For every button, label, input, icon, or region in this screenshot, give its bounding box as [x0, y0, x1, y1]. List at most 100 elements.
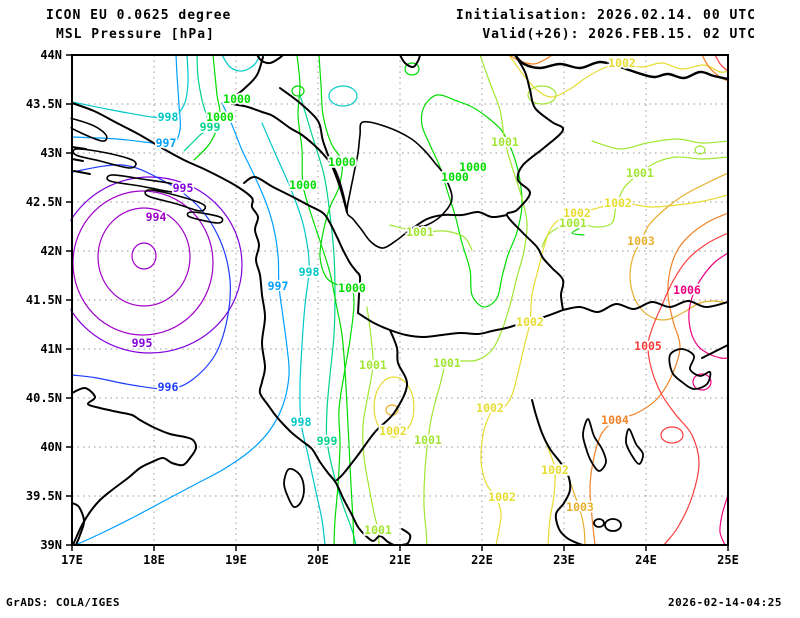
isobar-1001 [362, 306, 380, 546]
isobar-1004 [589, 212, 729, 546]
grads-credit: GrADS: COLA/IGES [6, 596, 120, 609]
isobar-998 [261, 122, 326, 546]
isobar-group-998 [71, 54, 358, 546]
isobar-label-1000: 1000 [289, 178, 317, 192]
y-axis-label: 43N [40, 146, 62, 160]
isobar-label-1001: 1001 [414, 433, 442, 447]
isobar-label-1003: 1003 [627, 234, 655, 248]
isobar-label-1001: 1001 [406, 225, 434, 239]
coastline [513, 53, 730, 81]
coastline [346, 120, 453, 249]
isobar-label-1006: 1006 [673, 283, 701, 297]
isobar-1000 [420, 94, 523, 308]
isobar-1001 [389, 224, 473, 251]
coastline [412, 210, 508, 229]
isobar-1003 [566, 472, 586, 546]
coastline [701, 344, 729, 359]
isobar-group-997 [71, 54, 290, 546]
coastline [186, 211, 224, 224]
coastline [144, 189, 207, 212]
isobar-label-995: 995 [173, 181, 194, 195]
map-plot-area: 9949959959969979979989989989999991000100… [26, 48, 739, 567]
isobar-label-1000: 1000 [223, 92, 251, 106]
isobar-group-1004 [508, 54, 729, 546]
coastline [625, 428, 644, 465]
coastline [72, 148, 137, 169]
y-axis-label: 41N [40, 342, 62, 356]
x-axis-label: 23E [553, 553, 575, 567]
y-axis-label: 43.5N [26, 97, 62, 111]
isobar-label-1002: 1002 [541, 463, 569, 477]
x-axis-label: 20E [307, 553, 329, 567]
isobar-group-995 [70, 176, 243, 354]
isobar-994 [131, 242, 157, 270]
isobar-1002 [373, 376, 415, 438]
isobar-label-997: 997 [268, 279, 289, 293]
isobar-label-1002: 1002 [604, 196, 632, 210]
coastline [70, 117, 108, 142]
isobar-group-1001 [362, 54, 729, 546]
isobar-label-1002: 1002 [488, 490, 516, 504]
isobar-995 [70, 176, 243, 354]
x-axis-label: 18E [143, 553, 165, 567]
isobar-1001 [423, 54, 528, 546]
isobar-1004 [701, 54, 729, 82]
isobar-996 [71, 164, 231, 390]
y-axis-label: 39.5N [26, 489, 62, 503]
isobar-1000 [291, 85, 305, 97]
isobar-label-1001: 1001 [359, 358, 387, 372]
coastline [279, 87, 348, 213]
isobar-label-998: 998 [158, 110, 179, 124]
map-clipped-layers: 9949959959969979979989989989999991000100… [70, 53, 730, 546]
isobar-label-1001: 1001 [433, 356, 461, 370]
isobar-label-1000: 1000 [206, 110, 234, 124]
coastline [582, 418, 607, 472]
isobar-group-1000 [193, 54, 585, 546]
coastline [71, 158, 84, 162]
isobar-999 [183, 54, 209, 152]
isobar-1002 [541, 432, 556, 546]
isobar-997 [73, 102, 290, 546]
coastline [401, 528, 412, 546]
isobar-label-1003: 1003 [566, 500, 594, 514]
coastline [668, 348, 712, 390]
isobar-label-1002: 1002 [379, 424, 407, 438]
coastline [399, 54, 421, 69]
x-axis-label: 25E [717, 553, 739, 567]
isobar-label-1001: 1001 [559, 216, 587, 230]
coastline [71, 502, 85, 546]
isobar-label-1002: 1002 [563, 206, 591, 220]
coastline [71, 386, 198, 546]
coastline [106, 174, 181, 193]
coastline [336, 329, 409, 481]
x-axis-label: 24E [635, 553, 657, 567]
isobar-group-1006 [688, 252, 729, 546]
coastline-border-lines [70, 53, 730, 546]
coastline [562, 300, 729, 314]
isobar-1005 [647, 232, 729, 546]
isobar-label-998: 998 [291, 415, 312, 429]
isobar-label-1002: 1002 [476, 401, 504, 415]
coastline [71, 102, 395, 546]
y-axis-label: 44N [40, 48, 62, 62]
y-axis-label: 42.5N [26, 195, 62, 209]
isobar-997 [71, 54, 182, 147]
y-axis-label: 39N [40, 538, 62, 552]
isobar-1000 [193, 54, 221, 161]
isobar-label-1000: 1000 [338, 281, 366, 295]
isobar-label-996: 996 [158, 380, 179, 394]
y-axis-label: 42N [40, 244, 62, 258]
isobar-group-999 [183, 54, 357, 546]
isobar-label-1001: 1001 [491, 135, 519, 149]
isobar-label-1004: 1004 [601, 413, 629, 427]
isobar-1004 [508, 54, 553, 65]
map-frame [71, 54, 729, 546]
isobar-999 [299, 94, 357, 546]
isobar-1002 [480, 194, 729, 546]
isobar-label-1001: 1001 [626, 166, 654, 180]
isobar-1001 [527, 85, 557, 105]
initialisation-time: Initialisation: 2026.02.14. 00 UTC [455, 8, 756, 23]
